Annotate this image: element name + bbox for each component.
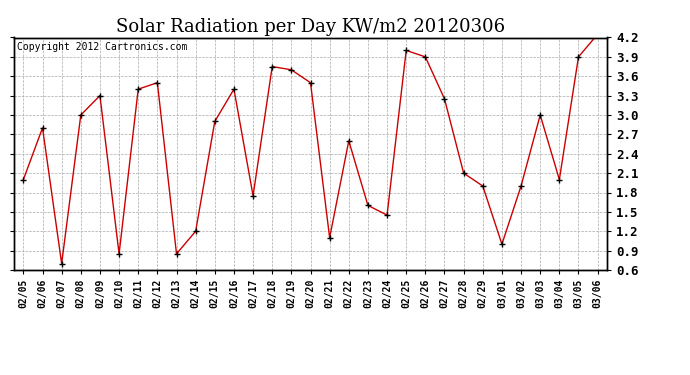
Text: Copyright 2012 Cartronics.com: Copyright 2012 Cartronics.com bbox=[17, 42, 187, 52]
Title: Solar Radiation per Day KW/m2 20120306: Solar Radiation per Day KW/m2 20120306 bbox=[116, 18, 505, 36]
